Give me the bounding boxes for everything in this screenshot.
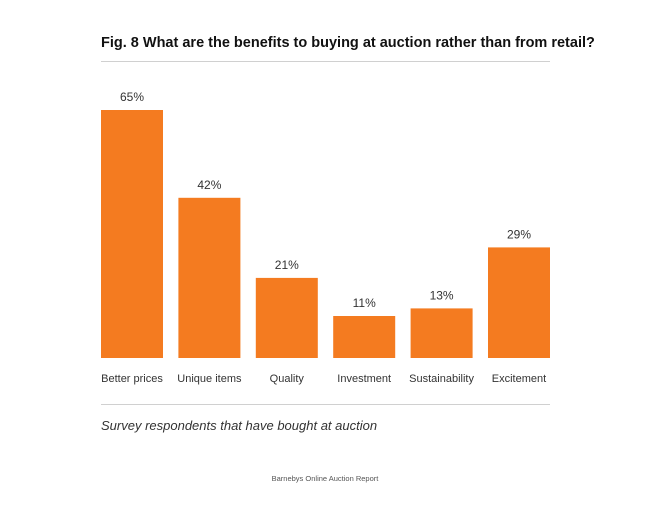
data-label: 65% [120, 90, 144, 104]
chart-subtitle: Survey respondents that have bought at a… [101, 418, 377, 433]
category-label: Excitement [492, 373, 546, 385]
category-label: Unique items [177, 373, 242, 385]
bar-investment [333, 316, 395, 358]
category-label: Sustainability [409, 373, 474, 385]
data-label: 42% [197, 178, 221, 192]
bottom-divider [101, 404, 550, 405]
bar-sustainability [411, 308, 473, 358]
data-label: 13% [430, 288, 454, 302]
category-label: Investment [337, 373, 391, 385]
bar-excitement [488, 247, 550, 358]
bar-unique-items [178, 198, 240, 358]
bar-quality [256, 278, 318, 358]
category-label: Better prices [101, 373, 163, 385]
category-label: Quality [270, 373, 305, 385]
bar-better-prices [101, 110, 163, 358]
data-label: 21% [275, 258, 299, 272]
source-footer: Barnebys Online Auction Report [0, 474, 650, 483]
data-label: 29% [507, 227, 531, 241]
data-label: 11% [353, 296, 376, 310]
